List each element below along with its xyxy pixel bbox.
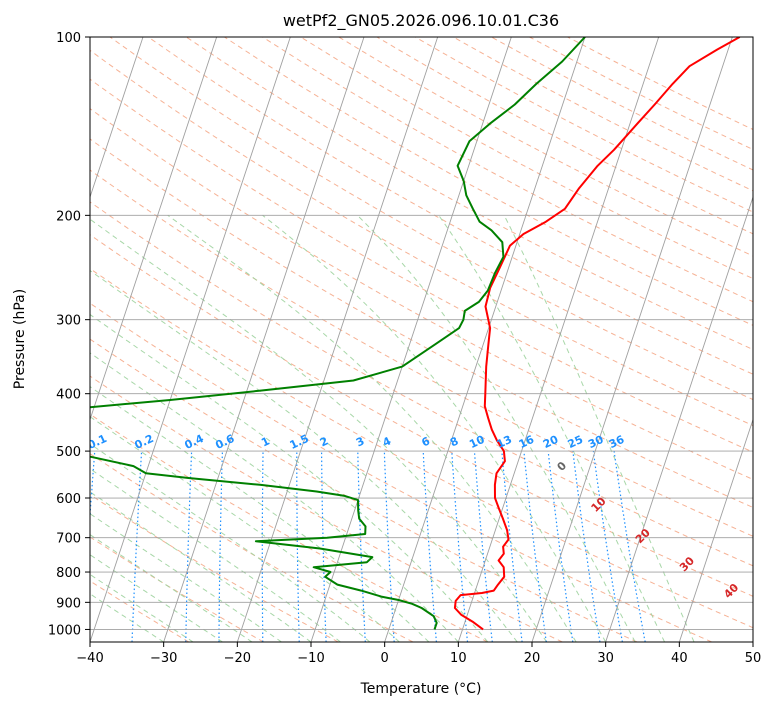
dry-adiabat-line xyxy=(90,169,753,537)
dry-adiabat-line xyxy=(186,37,753,351)
y-tick-label: 400 xyxy=(56,388,81,403)
dry-adiabat-line xyxy=(90,267,753,629)
isotherm-line xyxy=(90,37,291,642)
y-tick-label: 200 xyxy=(56,209,81,224)
chart-title: wetPf2_GN05.2026.096.10.01.C36 xyxy=(283,11,559,31)
x-tick-label: 0 xyxy=(381,651,389,666)
isotherm-line xyxy=(163,37,365,642)
mixing-ratio-label: 16 xyxy=(517,433,537,451)
mixing-ratio-label: 13 xyxy=(495,433,514,451)
x-tick-label: 10 xyxy=(450,651,467,666)
y-tick-label: 600 xyxy=(56,492,81,507)
moist-adiabat-line xyxy=(90,554,223,642)
isotherm-line xyxy=(531,37,733,642)
isotherm-line xyxy=(384,37,586,642)
x-tick-label: 20 xyxy=(524,651,541,666)
moist-adiabat-line xyxy=(438,215,666,642)
isotherm-line xyxy=(605,195,753,642)
moist-adiabat-line xyxy=(90,491,312,642)
mixing-ratio-line xyxy=(523,451,547,642)
isotherm-line xyxy=(678,418,753,642)
mixing-ratio-label: 30 xyxy=(586,433,606,451)
x-tick-label: −30 xyxy=(150,651,177,666)
dry-adiabat-line xyxy=(90,375,563,642)
isotherm-line xyxy=(90,37,144,199)
moist-adiabat-line xyxy=(167,214,577,642)
moist-adiabat-line xyxy=(90,218,548,642)
mixing-ratio-label: 10 xyxy=(467,433,487,451)
dry-adiabat-line xyxy=(109,37,753,401)
moist-adiabat-line xyxy=(262,214,607,642)
dry-adiabat-line xyxy=(90,138,753,508)
mixing-ratio-label: 36 xyxy=(607,433,627,451)
mixing-ratio-line xyxy=(451,451,469,642)
y-tick-label: 900 xyxy=(56,596,81,611)
x-tick-label: 30 xyxy=(597,651,614,666)
isotherm-line xyxy=(310,37,512,642)
mixing-ratio-label: 20 xyxy=(541,433,561,451)
y-tick-label: 700 xyxy=(56,532,81,547)
dry-adiabat-line xyxy=(90,201,753,567)
mixing-ratio-line xyxy=(501,451,523,642)
moist-adiabat-line xyxy=(90,416,400,642)
moist-adiabat-line xyxy=(90,513,282,642)
x-tick-label: −10 xyxy=(297,651,324,666)
mixing-ratio-line xyxy=(547,451,574,642)
y-tick-label: 800 xyxy=(56,566,81,581)
temperature-profile-line xyxy=(453,37,741,631)
mixing-ratio-label: 25 xyxy=(566,433,585,451)
y-tick-label: 300 xyxy=(56,314,81,329)
y-tick-label: 1000 xyxy=(48,623,81,638)
plot-frame xyxy=(89,36,754,643)
x-tick-label: 40 xyxy=(671,651,688,666)
moist-adiabat-line xyxy=(503,215,695,642)
moist-adiabat-line xyxy=(90,269,518,642)
moist-adiabat-line xyxy=(90,386,430,642)
y-axis-label: Pressure (hPa) xyxy=(12,289,28,389)
x-tick-label: 50 xyxy=(745,651,762,666)
y-tick-label: 100 xyxy=(56,31,81,46)
dry-adiabat-line xyxy=(90,338,638,642)
dry-adiabat-line xyxy=(90,78,753,453)
dry-adiabat-line xyxy=(262,37,753,303)
y-tick-label: 500 xyxy=(56,445,81,460)
mixing-ratio-line xyxy=(473,451,493,642)
x-tick-label: −20 xyxy=(224,651,251,666)
dry-adiabat-line xyxy=(90,536,264,642)
isotherm-line xyxy=(90,37,218,421)
mixing-ratio-line xyxy=(572,451,601,642)
mixing-ratio-line xyxy=(592,451,623,642)
moist-adiabat-line xyxy=(90,443,371,642)
dry-adiabat-line xyxy=(90,413,488,642)
x-axis-label: Temperature (°C) xyxy=(360,681,482,697)
dry-adiabat-line xyxy=(90,302,712,642)
x-tick-label: −40 xyxy=(76,651,103,666)
dewpoint-profile-line xyxy=(90,37,586,630)
moist-adiabat-line xyxy=(90,534,253,642)
